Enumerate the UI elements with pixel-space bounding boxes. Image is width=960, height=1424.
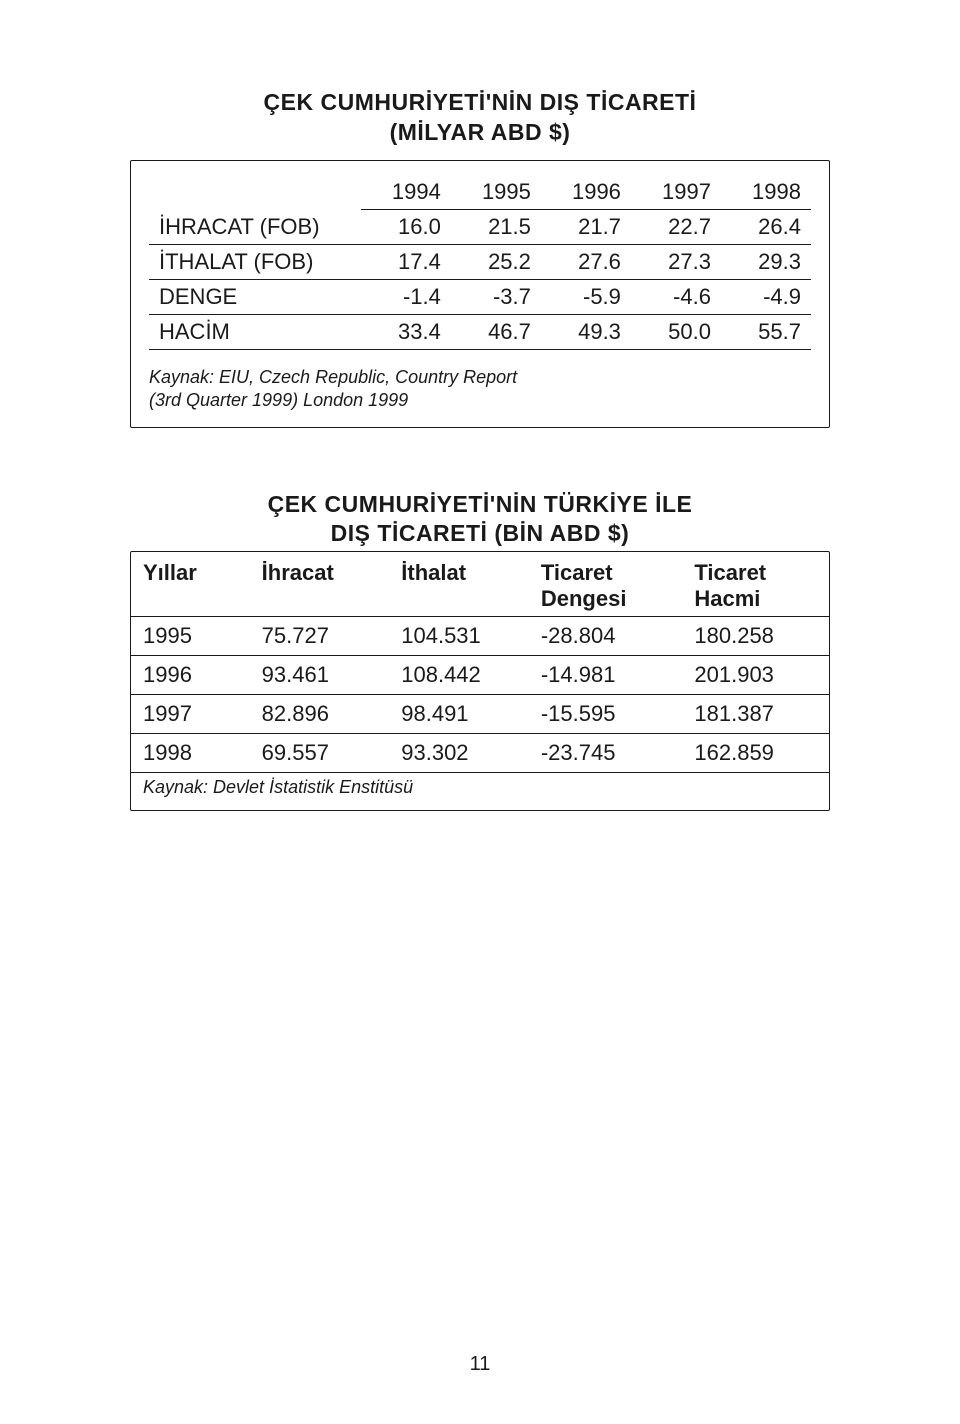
cell-value: 27.6 <box>541 244 631 279</box>
cell-value: -1.4 <box>361 279 451 314</box>
col-header: İhracat <box>250 552 390 617</box>
document-title-2: ÇEK CUMHURİYETİ'NİN TÜRKİYE İLE DIŞ TİCA… <box>130 490 830 550</box>
col-header-text: Ticaret <box>694 560 766 585</box>
table-row: İHRACAT (FOB) 16.0 21.5 21.7 22.7 26.4 <box>149 209 811 244</box>
table-row: Yıllar İhracat İthalat Ticaret Dengesi T… <box>131 552 829 617</box>
table-1-container: 1994 1995 1996 1997 1998 İHRACAT (FOB) 1… <box>130 160 830 428</box>
cell-value: -28.804 <box>529 617 683 656</box>
cell-value: -4.9 <box>721 279 811 314</box>
title-2-line-1: ÇEK CUMHURİYETİ'NİN TÜRKİYE İLE <box>268 491 693 517</box>
title-1-line-2: (MİLYAR ABD $) <box>390 119 571 145</box>
table-row: Kaynak: Devlet İstatistik Enstitüsü <box>131 773 829 811</box>
cell-value: 49.3 <box>541 314 631 349</box>
col-header-text: Yıllar <box>143 560 197 585</box>
cell-value: 104.531 <box>389 617 529 656</box>
cell-value: 201.903 <box>682 656 829 695</box>
table-row: 1994 1995 1996 1997 1998 <box>149 175 811 210</box>
col-header: Ticaret Dengesi <box>529 552 683 617</box>
col-header: İthalat <box>389 552 529 617</box>
table-row: 1995 75.727 104.531 -28.804 180.258 <box>131 617 829 656</box>
cell-value: 93.302 <box>389 734 529 773</box>
source-line-1: Kaynak: EIU, Czech Republic, Country Rep… <box>149 367 517 387</box>
document-title-1: ÇEK CUMHURİYETİ'NİN DIŞ TİCARETİ (MİLYAR… <box>130 88 830 148</box>
col-header-text: İthalat <box>401 560 466 585</box>
cell-value: 108.442 <box>389 656 529 695</box>
cell-value: 180.258 <box>682 617 829 656</box>
cell-value: 69.557 <box>250 734 390 773</box>
title-1-line-1: ÇEK CUMHURİYETİ'NİN DIŞ TİCARETİ <box>264 89 697 115</box>
cell-value: 33.4 <box>361 314 451 349</box>
cell-value: 50.0 <box>631 314 721 349</box>
cell-value: 21.5 <box>451 209 541 244</box>
cell-value: 16.0 <box>361 209 451 244</box>
cell-year: 1997 <box>131 695 250 734</box>
row-label: İTHALAT (FOB) <box>149 244 361 279</box>
cell-value: 29.3 <box>721 244 811 279</box>
cell-value: 21.7 <box>541 209 631 244</box>
cell-value: 55.7 <box>721 314 811 349</box>
cell-value: 162.859 <box>682 734 829 773</box>
table-1-source: Kaynak: EIU, Czech Republic, Country Rep… <box>149 366 811 413</box>
table-2-container: Yıllar İhracat İthalat Ticaret Dengesi T… <box>130 551 830 811</box>
table-header-empty <box>149 175 361 210</box>
table-2-source: Kaynak: Devlet İstatistik Enstitüsü <box>131 773 829 811</box>
cell-value: 75.727 <box>250 617 390 656</box>
cell-value: 82.896 <box>250 695 390 734</box>
cell-year: 1996 <box>131 656 250 695</box>
foreign-trade-table: 1994 1995 1996 1997 1998 İHRACAT (FOB) 1… <box>149 175 811 350</box>
cell-value: 93.461 <box>250 656 390 695</box>
cell-value: 98.491 <box>389 695 529 734</box>
table-header-year: 1998 <box>721 175 811 210</box>
cell-value: -15.595 <box>529 695 683 734</box>
cell-value: -23.745 <box>529 734 683 773</box>
table-header-year: 1997 <box>631 175 721 210</box>
table-header-year: 1994 <box>361 175 451 210</box>
cell-value: -3.7 <box>451 279 541 314</box>
row-label: DENGE <box>149 279 361 314</box>
title-2-line-2: DIŞ TİCARETİ (BİN ABD $) <box>331 520 630 546</box>
table-row: DENGE -1.4 -3.7 -5.9 -4.6 -4.9 <box>149 279 811 314</box>
cell-value: 27.3 <box>631 244 721 279</box>
turkey-trade-table: Yıllar İhracat İthalat Ticaret Dengesi T… <box>131 552 829 810</box>
cell-value: -5.9 <box>541 279 631 314</box>
table-header-year: 1996 <box>541 175 631 210</box>
cell-value: -4.6 <box>631 279 721 314</box>
cell-year: 1998 <box>131 734 250 773</box>
cell-value: 46.7 <box>451 314 541 349</box>
row-label: İHRACAT (FOB) <box>149 209 361 244</box>
cell-value: -14.981 <box>529 656 683 695</box>
col-subheader-text: Hacmi <box>694 586 760 611</box>
col-header: Ticaret Hacmi <box>682 552 829 617</box>
table-row: 1996 93.461 108.442 -14.981 201.903 <box>131 656 829 695</box>
col-header-text: Ticaret <box>541 560 613 585</box>
cell-value: 22.7 <box>631 209 721 244</box>
table-row: İTHALAT (FOB) 17.4 25.2 27.6 27.3 29.3 <box>149 244 811 279</box>
cell-value: 26.4 <box>721 209 811 244</box>
cell-value: 25.2 <box>451 244 541 279</box>
cell-year: 1995 <box>131 617 250 656</box>
cell-value: 181.387 <box>682 695 829 734</box>
col-header-text: İhracat <box>262 560 334 585</box>
page-number: 11 <box>0 1353 960 1376</box>
table-header-year: 1995 <box>451 175 541 210</box>
source-line-2: (3rd Quarter 1999) London 1999 <box>149 390 408 410</box>
table-row: 1998 69.557 93.302 -23.745 162.859 <box>131 734 829 773</box>
cell-value: 17.4 <box>361 244 451 279</box>
col-subheader-text: Dengesi <box>541 586 627 611</box>
col-header: Yıllar <box>131 552 250 617</box>
row-label: HACİM <box>149 314 361 349</box>
table-row: 1997 82.896 98.491 -15.595 181.387 <box>131 695 829 734</box>
table-row: HACİM 33.4 46.7 49.3 50.0 55.7 <box>149 314 811 349</box>
